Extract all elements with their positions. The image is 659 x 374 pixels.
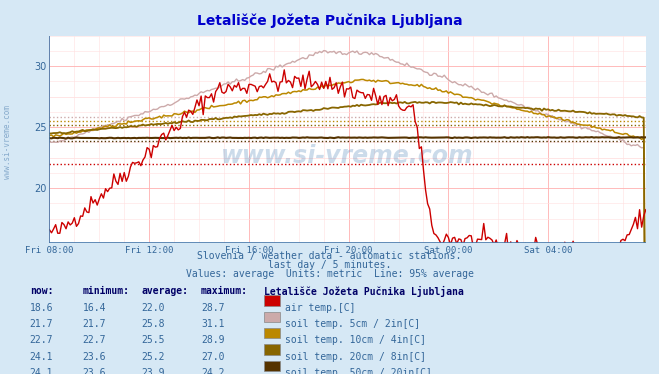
Text: 18.6: 18.6 xyxy=(30,303,53,313)
Text: maximum:: maximum: xyxy=(201,286,248,296)
Text: 28.7: 28.7 xyxy=(201,303,225,313)
Text: www.si-vreme.com: www.si-vreme.com xyxy=(221,144,474,168)
Text: 23.6: 23.6 xyxy=(82,368,106,374)
Text: 28.9: 28.9 xyxy=(201,335,225,346)
Text: 22.7: 22.7 xyxy=(30,335,53,346)
Text: 31.1: 31.1 xyxy=(201,319,225,329)
Text: minimum:: minimum: xyxy=(82,286,129,296)
Text: 24.2: 24.2 xyxy=(201,368,225,374)
Text: 25.2: 25.2 xyxy=(142,352,165,362)
Text: 22.7: 22.7 xyxy=(82,335,106,346)
Text: air temp.[C]: air temp.[C] xyxy=(285,303,355,313)
Text: www.si-vreme.com: www.si-vreme.com xyxy=(3,105,13,179)
Text: soil temp. 20cm / 8in[C]: soil temp. 20cm / 8in[C] xyxy=(285,352,426,362)
Text: 24.1: 24.1 xyxy=(30,368,53,374)
Text: 21.7: 21.7 xyxy=(30,319,53,329)
Text: 25.8: 25.8 xyxy=(142,319,165,329)
Text: soil temp. 50cm / 20in[C]: soil temp. 50cm / 20in[C] xyxy=(285,368,432,374)
Text: now:: now: xyxy=(30,286,53,296)
Text: soil temp. 10cm / 4in[C]: soil temp. 10cm / 4in[C] xyxy=(285,335,426,346)
Text: 24.1: 24.1 xyxy=(30,352,53,362)
Text: Values: average  Units: metric  Line: 95% average: Values: average Units: metric Line: 95% … xyxy=(186,269,473,279)
Text: average:: average: xyxy=(142,286,188,296)
Text: 16.4: 16.4 xyxy=(82,303,106,313)
Text: 21.7: 21.7 xyxy=(82,319,106,329)
Text: Letališče Jožeta Pučnika Ljubljana: Letališče Jožeta Pučnika Ljubljana xyxy=(196,13,463,28)
Text: 23.6: 23.6 xyxy=(82,352,106,362)
Text: Slovenia / weather data - automatic stations.: Slovenia / weather data - automatic stat… xyxy=(197,251,462,261)
Text: 23.9: 23.9 xyxy=(142,368,165,374)
Text: 27.0: 27.0 xyxy=(201,352,225,362)
Text: Letališče Jožeta Pučnika Ljubljana: Letališče Jožeta Pučnika Ljubljana xyxy=(264,286,463,297)
Text: soil temp. 5cm / 2in[C]: soil temp. 5cm / 2in[C] xyxy=(285,319,420,329)
Text: 22.0: 22.0 xyxy=(142,303,165,313)
Text: last day / 5 minutes.: last day / 5 minutes. xyxy=(268,260,391,270)
Text: 25.5: 25.5 xyxy=(142,335,165,346)
